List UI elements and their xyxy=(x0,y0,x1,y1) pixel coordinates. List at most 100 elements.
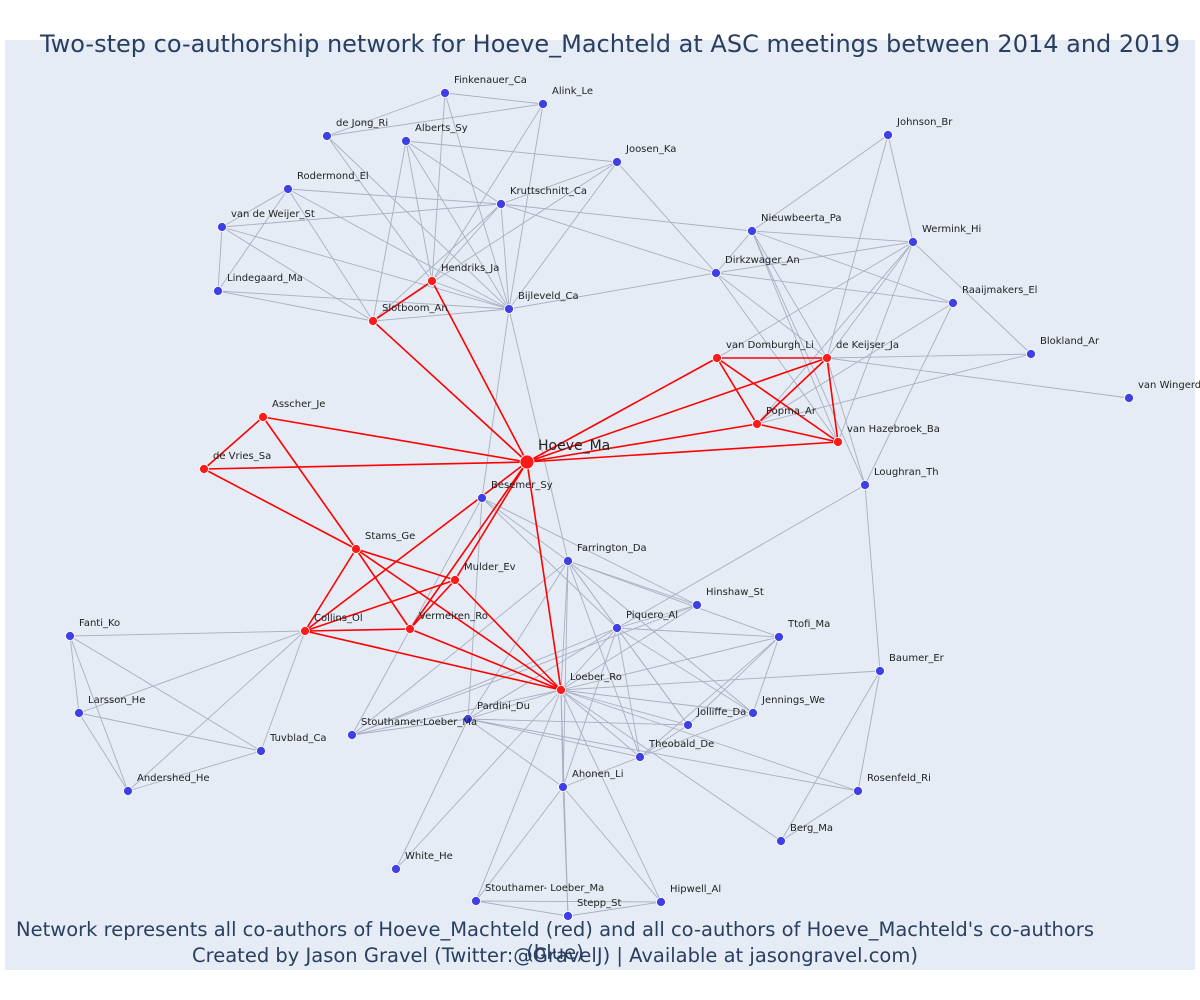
node-label-de-keijser-ja: de Keijser_Ja xyxy=(836,340,899,351)
node-dirkzwager-an[interactable] xyxy=(711,268,721,278)
node-alberts-sy[interactable] xyxy=(401,136,411,146)
node-white-he[interactable] xyxy=(391,864,401,874)
node-ttofi-ma[interactable] xyxy=(774,632,784,642)
node-van-wingerd[interactable] xyxy=(1124,393,1134,403)
edge-asscher-je-stams-ge xyxy=(262,416,357,550)
edge-farrington-da-loeber-ro xyxy=(560,560,569,691)
edge-de-keijser-ja-loughran-th xyxy=(826,357,866,486)
node-stepp-st[interactable] xyxy=(563,911,573,921)
node-kruttschnitt-ca[interactable] xyxy=(496,199,506,209)
node-collins-ol[interactable] xyxy=(300,626,310,636)
node-vermeiren-ro[interactable] xyxy=(405,624,415,634)
edge-de-jong-ri-hendriks-ja xyxy=(326,135,433,282)
node-jolliffe-da[interactable] xyxy=(683,720,693,730)
node-rodermond-el[interactable] xyxy=(283,184,293,194)
node-andershed-he[interactable] xyxy=(123,786,133,796)
edge-loeber-ro-jolliffe-da xyxy=(560,689,689,726)
caption-line-2: Created by Jason Gravel (Twitter:@Gravel… xyxy=(192,944,918,967)
node-loughran-th[interactable] xyxy=(860,480,870,490)
node-blokland-ar[interactable] xyxy=(1026,349,1036,359)
node-de-vries-sa[interactable] xyxy=(199,464,209,474)
node-finkenauer-ca[interactable] xyxy=(440,88,450,98)
edge-theobald-de-ahonen-li xyxy=(562,756,641,788)
node-label-asscher-je: Asscher_Je xyxy=(272,399,325,410)
node-farrington-da[interactable] xyxy=(563,556,573,566)
node-label-bijleveld-ca: Bijleveld_Ca xyxy=(518,291,579,302)
node-label-vermeiren-ro: Vermeiren_Ro xyxy=(419,611,488,622)
node-fanti-ko[interactable] xyxy=(65,631,75,641)
node-de-jong-ri[interactable] xyxy=(322,131,332,141)
edge-stouthamer-loeber-ma-hipwell-al xyxy=(475,900,662,903)
node-hipwell-al[interactable] xyxy=(656,897,666,907)
node-raaijmakers-el[interactable] xyxy=(948,298,958,308)
node-asscher-je[interactable] xyxy=(258,412,268,422)
node-larsson-he[interactable] xyxy=(74,708,84,718)
node-hinshaw-st[interactable] xyxy=(692,600,702,610)
edge-johnson-br-de-keijser-ja xyxy=(826,134,889,359)
node-label-van-wingerd: van Wingerd xyxy=(1138,380,1200,391)
edge-ttofi-ma-loeber-ro xyxy=(560,636,780,691)
node-jennings-we[interactable] xyxy=(748,708,758,718)
edge-raaijmakers-el-loughran-th xyxy=(864,302,954,486)
edge-besemer-sy-farrington-da xyxy=(481,497,569,562)
node-besemer-sy[interactable] xyxy=(477,493,487,503)
node-hendriks-ja[interactable] xyxy=(427,276,437,286)
node-van-de-weijer-st[interactable] xyxy=(217,222,227,232)
node-nieuwbeerta-pa[interactable] xyxy=(747,226,757,236)
node-loeber-ro[interactable] xyxy=(556,685,566,695)
caption-line-1: Network represents all co-authors of Hoe… xyxy=(16,918,1094,964)
node-mulder-ev[interactable] xyxy=(450,575,460,585)
node-rosenfeld-ri[interactable] xyxy=(853,786,863,796)
node-van-hazebroek-ba[interactable] xyxy=(833,437,843,447)
edge-loughran-th-baumer-er xyxy=(864,484,881,672)
node-van-domburgh-li[interactable] xyxy=(712,353,722,363)
node-tuvblad-ca[interactable] xyxy=(256,746,266,756)
node-label-baumer-er: Baumer_Er xyxy=(889,653,945,664)
edge-de-keijser-ja-popma-ar xyxy=(756,357,828,425)
node-label-popma-ar: Popma_Ar xyxy=(766,406,817,417)
edge-stams-ge-vermeiren-ro xyxy=(355,548,411,630)
node-label-blokland-ar: Blokland_Ar xyxy=(1040,336,1100,347)
edge-hoeve-ma-hendriks-ja xyxy=(431,280,528,463)
node-popma-ar[interactable] xyxy=(752,419,762,429)
node-stouthamer-loeber-ma[interactable] xyxy=(471,896,481,906)
edge-rosenfeld-ri-berg-ma xyxy=(780,790,859,842)
node-alink-le[interactable] xyxy=(538,99,548,109)
node-piquero-al[interactable] xyxy=(612,623,622,633)
node-johnson-br[interactable] xyxy=(883,130,893,140)
node-stams-ge[interactable] xyxy=(351,544,361,554)
node-hoeve-ma[interactable] xyxy=(519,454,535,470)
edge-baumer-er-berg-ma xyxy=(780,670,881,842)
edge-rodermond-el-bijleveld-ca xyxy=(287,188,510,310)
edge-larsson-he-tuvblad-ca xyxy=(78,712,262,752)
edge-piquero-al-jolliffe-da xyxy=(616,627,689,726)
node-label-van-de-weijer-st: van de Weijer_St xyxy=(231,209,315,220)
node-ahonen-li[interactable] xyxy=(558,782,568,792)
node-baumer-er[interactable] xyxy=(875,666,885,676)
edge-pardini-du-jolliffe-da xyxy=(467,718,689,726)
edge-hoeve-ma-popma-ar xyxy=(526,423,758,463)
node-lindegaard-ma[interactable] xyxy=(213,286,223,296)
edge-stouthamer-loeber-ma-hinshaw-st xyxy=(351,604,698,736)
edge-piquero-al-jennings-we xyxy=(616,627,754,714)
node-label-wermink-hi: Wermink_Hi xyxy=(922,224,981,235)
node-pardini-du[interactable] xyxy=(463,714,473,724)
edge-joosen-ka-dirkzwager-an xyxy=(616,161,717,274)
node-berg-ma[interactable] xyxy=(776,836,786,846)
edge-hoeve-ma-de-keijser-ja xyxy=(526,357,828,463)
node-theobald-de[interactable] xyxy=(635,752,645,762)
edge-tuvblad-ca-collins-ol xyxy=(260,630,306,752)
node-de-keijser-ja[interactable] xyxy=(822,353,832,363)
edge-kruttschnitt-ca-bijleveld-ca xyxy=(500,203,510,310)
node-slotboom-an[interactable] xyxy=(368,316,378,326)
node-wermink-hi[interactable] xyxy=(908,237,918,247)
node-bijleveld-ca[interactable] xyxy=(504,304,514,314)
edge-dirkzwager-an-raaijmakers-el xyxy=(715,272,954,304)
node-label-raaijmakers-el: Raaijmakers_El xyxy=(962,285,1037,296)
node-stouthamer-loeber-ma[interactable] xyxy=(347,730,357,740)
edge-ahonen-li-stouthamer-loeber-ma xyxy=(475,786,564,902)
edge-hoeve-ma-de-vries-sa xyxy=(203,461,528,470)
edge-ttofi-ma-jennings-we xyxy=(752,636,780,714)
edge-stams-ge-loeber-ro xyxy=(355,548,562,691)
node-joosen-ka[interactable] xyxy=(612,157,622,167)
